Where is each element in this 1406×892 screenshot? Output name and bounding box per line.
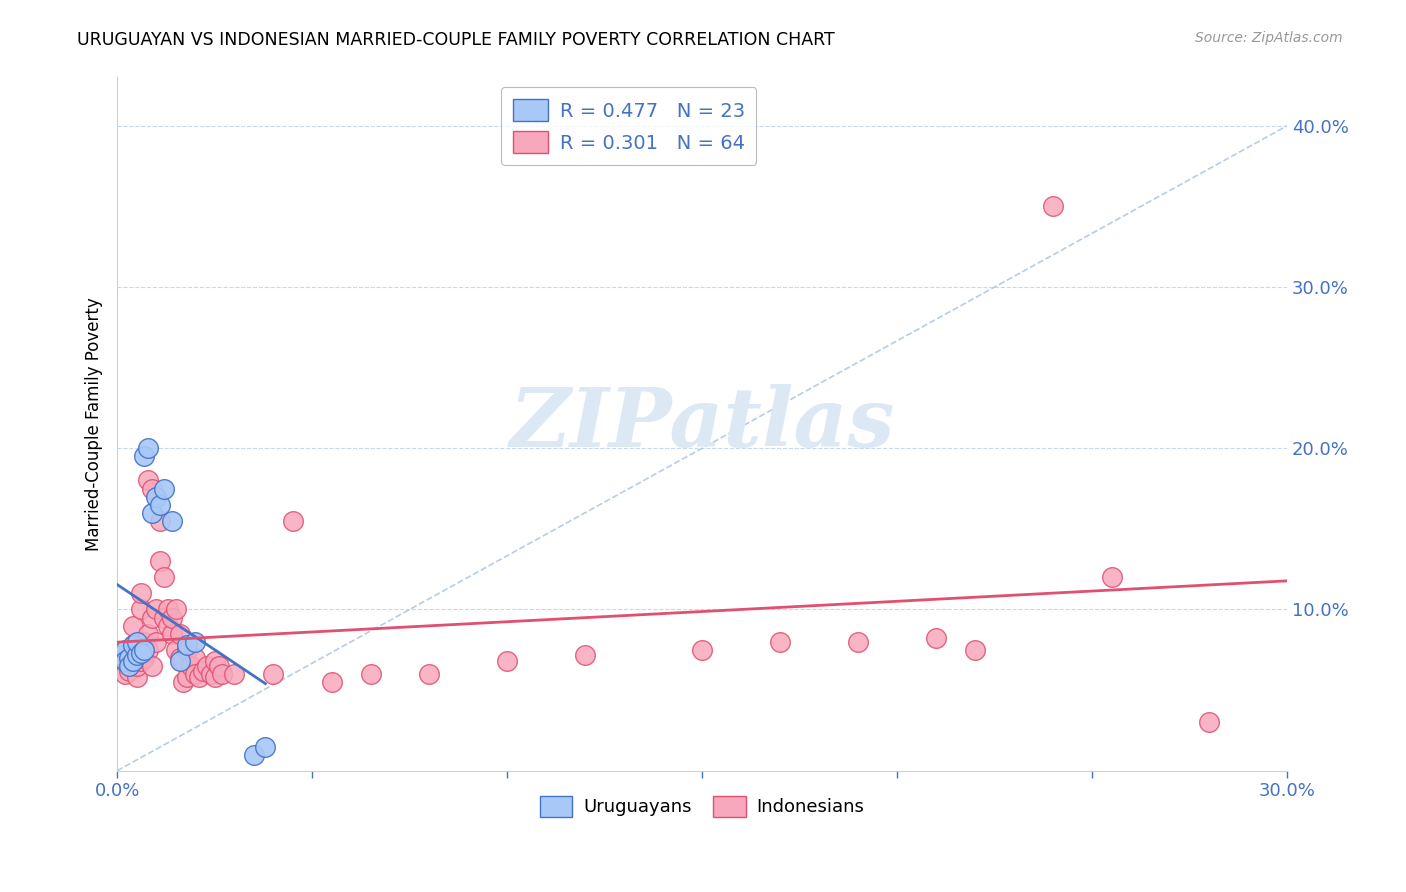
Point: [118, 650, 141, 665]
Point: [118, 654, 141, 668]
Point: [769, 634, 792, 648]
Point: [129, 586, 152, 600]
Text: Source: ZipAtlas.com: Source: ZipAtlas.com: [1195, 31, 1343, 45]
Point: [156, 602, 179, 616]
Point: [169, 626, 191, 640]
Point: [145, 634, 167, 648]
Point: [125, 648, 148, 662]
Point: [153, 610, 176, 624]
Point: [138, 442, 160, 456]
Point: [114, 667, 136, 681]
Point: [118, 664, 141, 678]
Point: [207, 659, 229, 673]
Point: [176, 670, 198, 684]
Point: [262, 667, 284, 681]
Point: [200, 667, 222, 681]
Point: [110, 648, 132, 662]
Point: [846, 634, 869, 648]
Point: [169, 650, 191, 665]
Point: [195, 659, 218, 673]
Point: [160, 610, 183, 624]
Point: [121, 618, 143, 632]
Point: [690, 642, 713, 657]
Point: [169, 654, 191, 668]
Point: [121, 638, 143, 652]
Point: [1101, 570, 1123, 584]
Point: [965, 642, 987, 657]
Point: [129, 602, 152, 616]
Point: [160, 514, 183, 528]
Point: [125, 670, 148, 684]
Point: [134, 642, 156, 657]
Point: [1198, 715, 1220, 730]
Point: [496, 654, 519, 668]
Point: [160, 626, 183, 640]
Point: [121, 654, 143, 668]
Point: [254, 739, 277, 754]
Text: URUGUAYAN VS INDONESIAN MARRIED-COUPLE FAMILY POVERTY CORRELATION CHART: URUGUAYAN VS INDONESIAN MARRIED-COUPLE F…: [77, 31, 835, 49]
Point: [204, 654, 226, 668]
Y-axis label: Married-Couple Family Poverty: Married-Couple Family Poverty: [86, 297, 103, 551]
Point: [114, 654, 136, 668]
Point: [145, 490, 167, 504]
Point: [165, 602, 187, 616]
Point: [149, 554, 172, 568]
Point: [134, 450, 156, 464]
Point: [418, 667, 440, 681]
Point: [156, 618, 179, 632]
Point: [141, 659, 163, 673]
Point: [141, 610, 163, 624]
Point: [925, 632, 948, 646]
Point: [204, 670, 226, 684]
Point: [180, 659, 202, 673]
Point: [172, 675, 194, 690]
Point: [149, 498, 172, 512]
Point: [153, 482, 176, 496]
Point: [134, 650, 156, 665]
Point: [1042, 199, 1064, 213]
Point: [191, 664, 214, 678]
Point: [242, 747, 264, 762]
Point: [184, 667, 207, 681]
Point: [141, 506, 163, 520]
Point: [188, 670, 211, 684]
Point: [211, 667, 233, 681]
Point: [184, 634, 207, 648]
Point: [224, 667, 246, 681]
Point: [281, 514, 304, 528]
Point: [360, 667, 382, 681]
Point: [125, 648, 148, 662]
Legend: Uruguayans, Indonesians: Uruguayans, Indonesians: [533, 789, 872, 824]
Point: [129, 654, 152, 668]
Point: [321, 675, 343, 690]
Point: [125, 659, 148, 673]
Point: [138, 642, 160, 657]
Point: [172, 654, 194, 668]
Point: [176, 638, 198, 652]
Point: [145, 602, 167, 616]
Point: [153, 570, 176, 584]
Point: [574, 648, 596, 662]
Point: [121, 638, 143, 652]
Point: [165, 642, 187, 657]
Point: [184, 650, 207, 665]
Text: ZIPatlas: ZIPatlas: [509, 384, 894, 464]
Point: [134, 634, 156, 648]
Point: [125, 634, 148, 648]
Point: [138, 626, 160, 640]
Point: [118, 659, 141, 673]
Point: [114, 642, 136, 657]
Point: [129, 646, 152, 660]
Point: [141, 482, 163, 496]
Point: [138, 474, 160, 488]
Point: [149, 514, 172, 528]
Point: [176, 642, 198, 657]
